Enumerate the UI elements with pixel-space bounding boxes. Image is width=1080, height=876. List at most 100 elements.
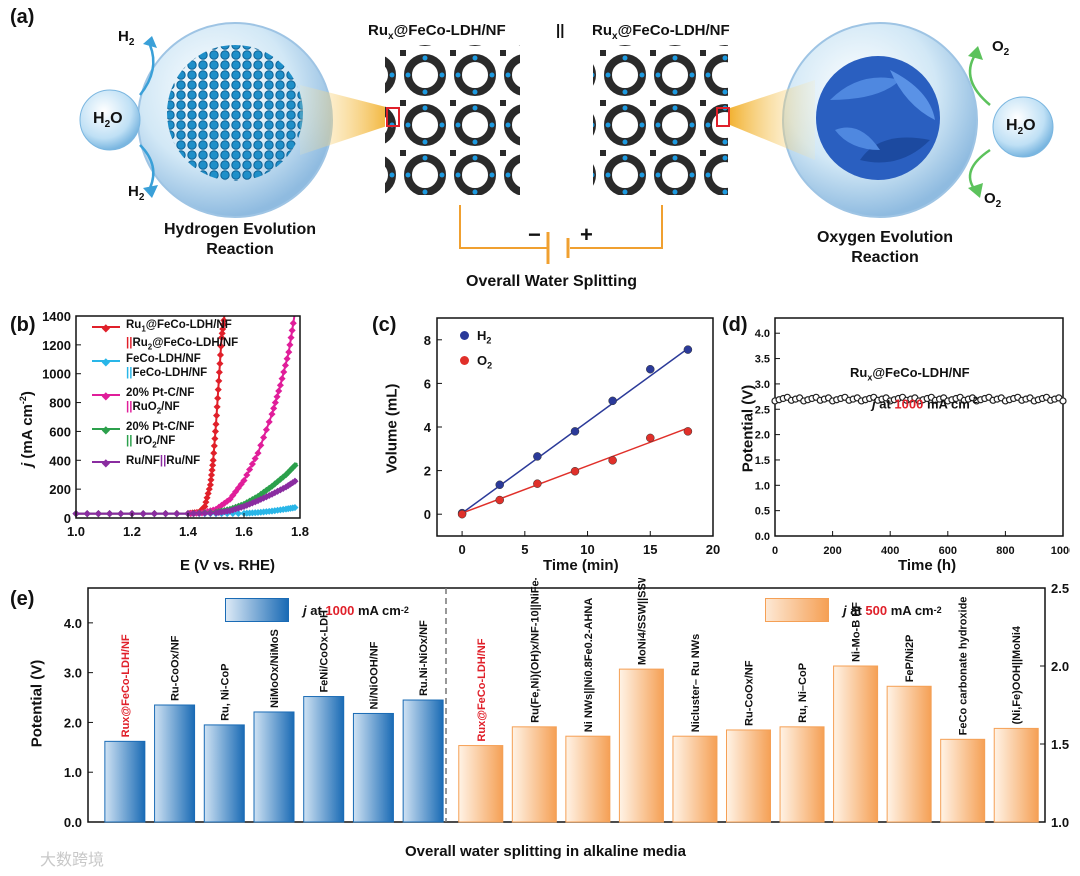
series-b-marker bbox=[219, 325, 227, 333]
minus-sign: − bbox=[528, 222, 541, 247]
series-b-marker bbox=[211, 435, 219, 443]
chart-d-ytick-label: 1.0 bbox=[755, 480, 770, 492]
legend-b-item-1: ◆ Ru1@FeCo-LDH/NF ||Ru2@FeCo-LDH/NF bbox=[92, 318, 238, 352]
series-b-marker bbox=[291, 477, 299, 485]
bar-e-left-label: Ru.Ni-NiOx/NF bbox=[418, 620, 430, 696]
series-b-marker bbox=[106, 510, 114, 518]
series-b-marker bbox=[195, 509, 203, 517]
series-c-point bbox=[608, 396, 617, 406]
watermark: 大数跨境 bbox=[40, 850, 105, 869]
series-b-marker bbox=[276, 381, 284, 389]
series-b-marker bbox=[280, 368, 288, 376]
series-b-marker bbox=[117, 510, 125, 518]
electrode-separator: || bbox=[556, 22, 565, 39]
series-d-point bbox=[1059, 397, 1067, 405]
circuit-wire bbox=[459, 205, 663, 249]
chart-d-ytick-label: 0.5 bbox=[755, 506, 770, 518]
series-b-marker bbox=[281, 361, 289, 369]
series-b-marker bbox=[254, 449, 262, 457]
h2o-right-label: H2O bbox=[1006, 117, 1036, 138]
series-b-marker bbox=[214, 394, 222, 402]
chart-b-xtick-label: 1.6 bbox=[235, 524, 253, 539]
bar-e-right-label: Ru(Fe,Ni)(OH)x/NF-10||NiFe-LDH bbox=[529, 578, 541, 723]
series-b-marker bbox=[240, 476, 248, 485]
chart-d-xtick-label: 200 bbox=[823, 545, 841, 557]
bar-e-right bbox=[726, 729, 771, 823]
legend-c-o2: O2 bbox=[460, 351, 492, 376]
bar-e-left-label: Ru-CoOx/NF bbox=[170, 635, 182, 701]
series-b-marker bbox=[257, 441, 265, 449]
series-b-marker bbox=[162, 510, 170, 518]
series-c-point bbox=[683, 427, 693, 436]
chart-d-annotation: Rux@FeCo-LDH/NF j at 1000 mA cm-2 bbox=[850, 365, 978, 411]
bar-e-right bbox=[940, 738, 986, 823]
chart-d-ytick-label: 3.0 bbox=[755, 379, 770, 391]
series-b-marker bbox=[286, 341, 294, 349]
chart-b-ytick-label: 1200 bbox=[42, 338, 71, 353]
chart-d-frame bbox=[774, 317, 1064, 537]
series-c-point bbox=[570, 467, 580, 476]
bar-e-right-label: FeP/Ni2P bbox=[904, 635, 916, 683]
chart-e-ytick-right-label: 1.5 bbox=[1051, 737, 1069, 752]
series-b-marker bbox=[94, 510, 102, 518]
panel-a: (a) bbox=[0, 0, 1080, 300]
chart-b-ylabel: j (mA cm-2) bbox=[18, 391, 36, 467]
bar-e-left-label: NiMoOx/NiMoS bbox=[269, 629, 281, 708]
chart-b-ytick-label: 1000 bbox=[42, 367, 71, 382]
legend-b-item-2: ◆ FeCo-LDH/NF ||FeCo-LDH/NF bbox=[92, 352, 238, 386]
bar-e-right-label: FeCo carbonate hydroxide bbox=[958, 597, 970, 736]
oer-nanostructure bbox=[816, 56, 940, 180]
series-b-marker bbox=[291, 504, 299, 512]
panel-c-label: (c) bbox=[372, 314, 397, 336]
chart-c-legend: H2 O2 bbox=[460, 326, 492, 375]
bar-e-left bbox=[253, 711, 295, 823]
bar-e-left-label: FeNi/CoOx-LDH bbox=[319, 610, 331, 693]
panel-d-label: (d) bbox=[722, 314, 748, 336]
series-c-point bbox=[533, 452, 542, 461]
chart-d-xlabel: Time (h) bbox=[898, 557, 957, 574]
chart-c-ytick-label: 6 bbox=[424, 376, 431, 391]
chart-c-ytick-label: 4 bbox=[424, 420, 432, 435]
series-b-marker bbox=[288, 326, 296, 334]
chart-d-ytick-label: 3.5 bbox=[755, 354, 770, 366]
bar-e-left-label: Rux@FeCo-LDH/NF bbox=[120, 634, 132, 737]
series-b-marker bbox=[213, 412, 221, 420]
chart-b-legend: ◆ Ru1@FeCo-LDH/NF ||Ru2@FeCo-LDH/NF ◆ Fe… bbox=[92, 318, 238, 472]
bar-e-right-label: (Ni,Fe)OOH||MoNi4 bbox=[1011, 625, 1023, 724]
series-c-point bbox=[533, 479, 542, 488]
her-title: Hydrogen Evolution Reaction bbox=[164, 221, 316, 258]
series-b-marker bbox=[265, 418, 273, 426]
series-b-marker bbox=[285, 348, 293, 356]
series-b-marker bbox=[273, 393, 281, 401]
chart-b-ytick-label: 800 bbox=[49, 396, 71, 411]
series-b-marker bbox=[208, 466, 216, 474]
h2o-ball-left bbox=[79, 89, 141, 151]
chart-b-ytick-label: 600 bbox=[49, 424, 71, 439]
chart-d-ytick-label: 2.0 bbox=[755, 430, 770, 442]
bar-e-left bbox=[352, 712, 394, 823]
bar-e-right-label: Ru, Ni–CoP bbox=[797, 663, 809, 723]
series-b-marker bbox=[209, 456, 217, 464]
chart-e-legend-right: j at 500 mA cm -2 bbox=[765, 598, 942, 622]
bar-e-left bbox=[402, 699, 444, 823]
series-b-marker bbox=[211, 427, 219, 435]
chart-b-ytick-label: 1400 bbox=[42, 309, 71, 324]
chart-e-ytick-left-label: 2.0 bbox=[64, 715, 82, 730]
chart-e-ytick-right-label: 2.5 bbox=[1051, 581, 1069, 596]
chart-c-ytick-label: 2 bbox=[424, 464, 431, 479]
series-b-marker bbox=[234, 509, 242, 517]
chart-d-xtick-label: 400 bbox=[881, 545, 899, 557]
series-b-marker bbox=[219, 321, 227, 329]
chart-b-xtick-label: 1.4 bbox=[179, 524, 198, 539]
h2o-left-label: H2O bbox=[93, 110, 123, 131]
panel-a-label: (a) bbox=[10, 6, 35, 28]
chart-e-ytick-left-label: 1.0 bbox=[64, 765, 82, 780]
legend-b-item-4: ◆ 20% Pt-C/NF || IrO2/NF bbox=[92, 420, 238, 454]
series-b-marker bbox=[212, 420, 220, 428]
chart-c-ytick-label: 0 bbox=[424, 507, 431, 522]
chart-d-xtick-label: 0 bbox=[772, 545, 778, 557]
series-c-point bbox=[495, 480, 504, 490]
panel-b-label: (b) bbox=[10, 314, 36, 336]
series-b-marker bbox=[278, 375, 286, 383]
series-b-marker bbox=[248, 460, 256, 468]
